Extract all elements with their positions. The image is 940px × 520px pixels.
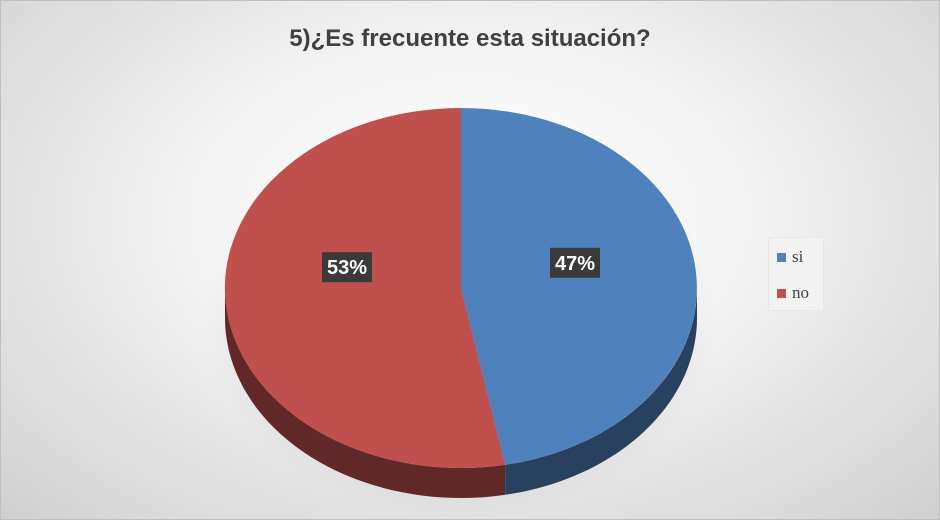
legend-item-si: si bbox=[777, 247, 804, 266]
data-label-si: 47% bbox=[555, 253, 595, 275]
legend-swatch-si bbox=[777, 252, 786, 262]
pie-slice-si bbox=[461, 108, 697, 465]
data-label-no: 53% bbox=[327, 257, 367, 279]
pie-side-no bbox=[225, 288, 506, 498]
legend-label-si: si bbox=[792, 247, 804, 266]
chart-title: 5)¿Es frecuente esta situación? bbox=[289, 25, 651, 52]
pie-slice-no bbox=[224, 107, 506, 468]
legend-item-no: no bbox=[777, 283, 809, 302]
legend-swatch-no bbox=[777, 288, 786, 298]
legend-label-no: no bbox=[792, 283, 809, 302]
legend: si no bbox=[768, 237, 824, 311]
pie-side-si bbox=[505, 288, 697, 495]
data-label-box-no bbox=[322, 252, 372, 283]
data-label-box-si bbox=[550, 247, 600, 278]
